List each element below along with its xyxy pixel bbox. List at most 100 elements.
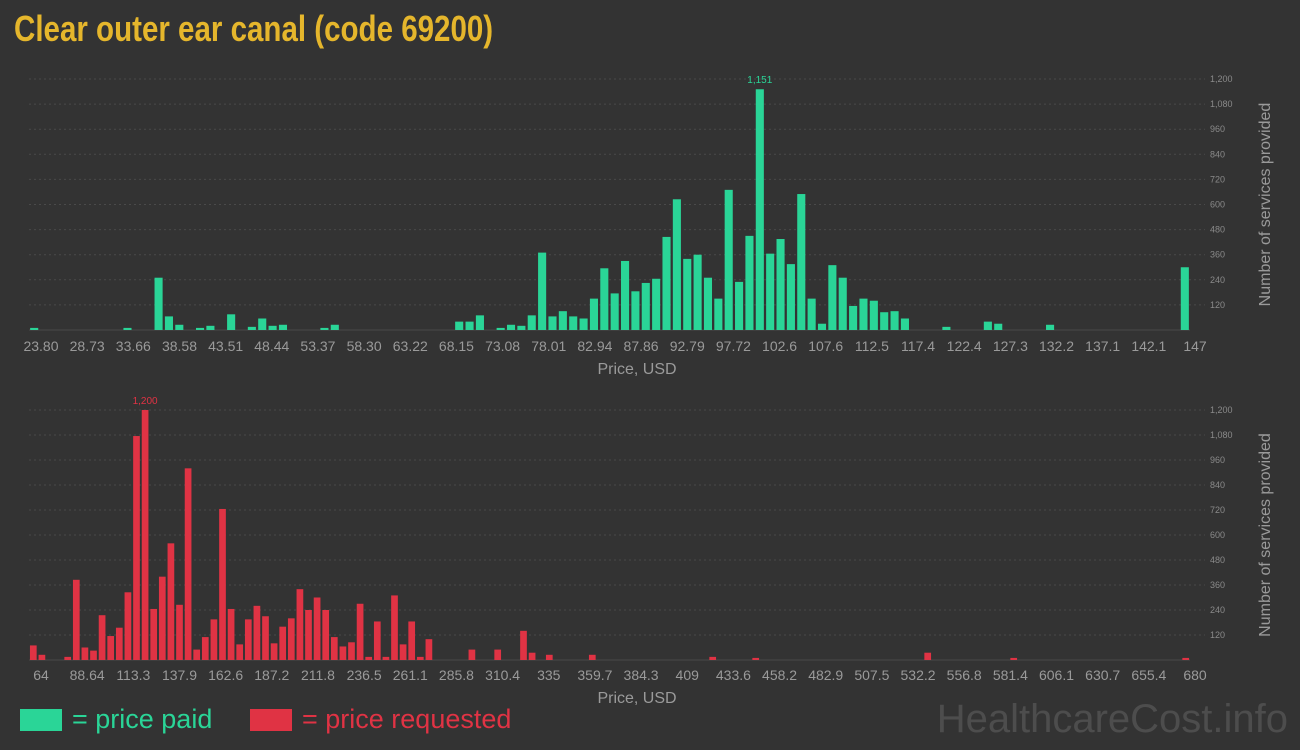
x-tick-label: 211.8 [301, 667, 335, 683]
bar [339, 646, 347, 660]
x-tick-label: 335 [537, 667, 561, 683]
bar [652, 278, 661, 330]
x-tick-label: 655.4 [1131, 667, 1166, 683]
bar [244, 619, 252, 660]
bar [320, 327, 329, 330]
x-tick-label: 532.2 [901, 667, 936, 683]
bar [210, 619, 218, 660]
bar [621, 260, 630, 330]
x-tick-label: 38.58 [162, 338, 197, 354]
y-tick-label: 840 [1210, 480, 1225, 490]
bar [880, 312, 889, 330]
requested-price-histogram: 120 240 360 480 600 720 840 960 1,080 1,200 1,200 6… [29, 396, 1274, 707]
bar [528, 652, 536, 660]
bar [391, 595, 398, 660]
y-tick-label: 120 [1210, 630, 1225, 640]
x-tick-label: 113.3 [116, 667, 150, 683]
x-tick-label: 122.4 [947, 338, 982, 354]
y-tick-label: 1,200 [1210, 74, 1233, 84]
bar [890, 311, 899, 330]
bar [313, 597, 321, 660]
y-tick-label: 1,080 [1210, 430, 1233, 440]
x-tick-label: 556.8 [947, 667, 982, 683]
y-axis-title: Number of services provided [1257, 433, 1274, 637]
x-tick-label: 102.6 [762, 338, 797, 354]
bar [236, 644, 244, 660]
x-tick-label: 409 [676, 667, 700, 683]
bar [270, 643, 278, 660]
x-tick-label: 53.37 [300, 338, 335, 354]
x-tick-label: 58.30 [347, 338, 382, 354]
bar [175, 324, 184, 330]
bar [900, 318, 909, 330]
legend-paid-swatch [20, 708, 62, 731]
y-tick-label: 600 [1210, 200, 1225, 210]
bar [527, 315, 536, 330]
x-tick-label: 43.51 [208, 338, 243, 354]
bar [828, 265, 837, 330]
x-tick-label: 88.64 [70, 667, 105, 683]
bar [475, 315, 484, 330]
bar [569, 316, 578, 330]
y-tick-label: 360 [1210, 580, 1225, 590]
y-tick-label: 840 [1210, 149, 1225, 159]
bar [735, 281, 744, 330]
x-tick-label: 82.94 [577, 338, 612, 354]
x-tick-label: 384.3 [624, 667, 659, 683]
x-tick-label: 482.9 [808, 667, 843, 683]
bar [382, 656, 390, 660]
x-tick-label: 73.08 [485, 338, 520, 354]
bar [465, 321, 474, 330]
page-title: Clear outer ear canal (code 69200) [14, 8, 494, 49]
bar [983, 321, 992, 330]
bar [206, 325, 215, 330]
bar [90, 650, 97, 660]
x-tick-label: 137.1 [1085, 338, 1120, 354]
x-tick-label: 261.1 [393, 667, 428, 683]
bar [348, 642, 355, 660]
bar [468, 649, 476, 660]
legend-paid: = price paid [20, 704, 212, 735]
legend-requested-label: = price requested [302, 704, 512, 734]
bar [124, 592, 132, 660]
x-axis-title: Price, USD [597, 690, 676, 707]
x-tick-label: 236.5 [347, 667, 382, 683]
bar [588, 654, 596, 660]
x-tick-label: 78.01 [531, 338, 566, 354]
bar [268, 325, 277, 330]
bar [817, 323, 827, 330]
bar [184, 468, 192, 660]
y-tick-label: 480 [1210, 225, 1225, 235]
bar [133, 436, 140, 660]
bar [745, 235, 754, 330]
x-tick-label: 63.22 [393, 338, 428, 354]
bar [752, 657, 760, 660]
x-tick-label: 630.7 [1085, 667, 1120, 683]
bar [30, 327, 39, 330]
bar [869, 300, 878, 330]
bar [1182, 657, 1190, 660]
y-tick-label: 120 [1210, 300, 1225, 310]
bar [399, 644, 407, 660]
x-tick-label: 107.6 [808, 338, 843, 354]
x-axis-title: Price, USD [597, 361, 676, 378]
bar [494, 649, 502, 660]
y-tick-label: 1,200 [1210, 405, 1233, 415]
bar [703, 277, 713, 330]
bar [227, 314, 236, 330]
x-tick-label: 458.2 [762, 667, 797, 683]
x-tick-label: 187.2 [254, 667, 289, 683]
bar [176, 604, 183, 660]
x-tick-label: 310.4 [485, 667, 520, 683]
bar [766, 253, 775, 330]
x-tick-label: 28.73 [70, 338, 105, 354]
x-tick-label: 606.1 [1039, 667, 1074, 683]
bar [520, 630, 527, 660]
x-tick-label: 48.44 [254, 338, 289, 354]
bar [107, 636, 115, 660]
x-tick-label: 87.86 [624, 338, 659, 354]
bar [714, 298, 723, 330]
bar [247, 326, 256, 330]
bar [201, 637, 209, 660]
bar [279, 626, 287, 660]
